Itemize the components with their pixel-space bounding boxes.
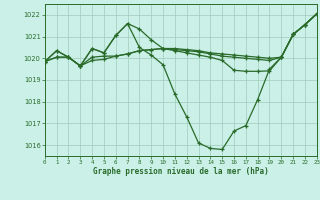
X-axis label: Graphe pression niveau de la mer (hPa): Graphe pression niveau de la mer (hPa) (93, 167, 269, 176)
